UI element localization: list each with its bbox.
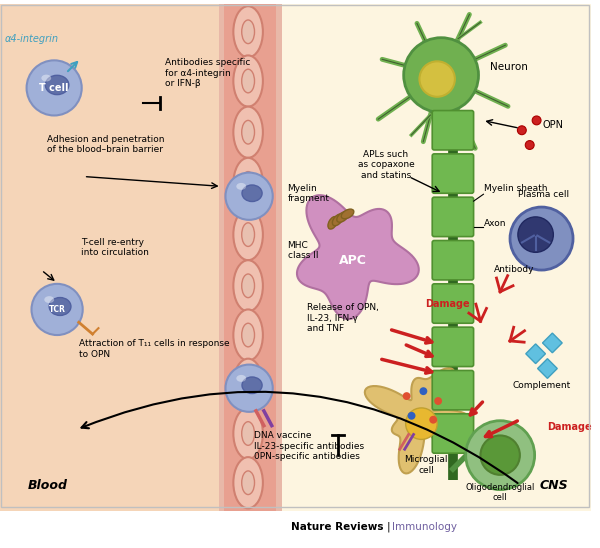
Circle shape — [532, 116, 541, 125]
Ellipse shape — [233, 359, 263, 410]
Ellipse shape — [233, 457, 263, 509]
FancyBboxPatch shape — [432, 370, 473, 410]
FancyBboxPatch shape — [281, 4, 591, 511]
FancyBboxPatch shape — [218, 4, 224, 511]
Circle shape — [404, 38, 479, 112]
Ellipse shape — [233, 310, 263, 361]
Ellipse shape — [41, 75, 51, 82]
Text: Oligodendroglial
cell: Oligodendroglial cell — [466, 483, 535, 503]
Circle shape — [419, 387, 427, 395]
Circle shape — [466, 421, 535, 489]
FancyBboxPatch shape — [432, 284, 473, 323]
Ellipse shape — [233, 260, 263, 311]
Ellipse shape — [233, 6, 263, 58]
Text: T-cell re-entry
into circulation: T-cell re-entry into circulation — [81, 238, 149, 258]
Ellipse shape — [242, 274, 254, 298]
Circle shape — [525, 141, 534, 150]
Text: Microglial
cell: Microglial cell — [404, 455, 448, 475]
Circle shape — [481, 436, 520, 475]
Text: α4-integrin: α4-integrin — [5, 33, 59, 44]
Ellipse shape — [233, 408, 263, 459]
FancyBboxPatch shape — [432, 414, 473, 453]
Ellipse shape — [242, 185, 262, 202]
Text: Antibodies specific
for α4-integrin
or IFN-β: Antibodies specific for α4-integrin or I… — [166, 59, 251, 88]
Text: Complement: Complement — [512, 381, 571, 390]
Circle shape — [518, 217, 553, 252]
Circle shape — [419, 61, 455, 97]
Text: Damage: Damage — [547, 421, 592, 432]
Ellipse shape — [44, 296, 54, 303]
Text: Axon: Axon — [484, 219, 507, 228]
Circle shape — [226, 364, 273, 412]
FancyBboxPatch shape — [432, 154, 473, 193]
Text: Adhesion and penetration
of the blood–brain barrier: Adhesion and penetration of the blood–br… — [47, 134, 165, 154]
Ellipse shape — [242, 223, 254, 247]
Ellipse shape — [233, 55, 263, 107]
Text: CNS: CNS — [539, 478, 568, 492]
Ellipse shape — [341, 209, 354, 219]
Ellipse shape — [49, 298, 71, 316]
Text: Neuron: Neuron — [490, 62, 528, 72]
Polygon shape — [297, 195, 419, 319]
Circle shape — [26, 60, 82, 116]
Ellipse shape — [242, 323, 254, 347]
Circle shape — [407, 412, 415, 420]
Circle shape — [226, 173, 273, 220]
Ellipse shape — [46, 75, 69, 95]
Text: APC: APC — [338, 254, 367, 267]
Ellipse shape — [236, 183, 246, 190]
Text: Immunology: Immunology — [392, 522, 457, 532]
Text: Blood: Blood — [28, 478, 68, 492]
Text: T cell: T cell — [40, 83, 69, 93]
Circle shape — [510, 207, 573, 270]
Circle shape — [406, 408, 437, 439]
FancyBboxPatch shape — [432, 241, 473, 280]
Text: |: | — [387, 522, 391, 533]
Ellipse shape — [236, 375, 246, 382]
Ellipse shape — [328, 216, 338, 229]
Ellipse shape — [332, 214, 343, 226]
Text: Myelin sheath: Myelin sheath — [484, 184, 548, 193]
Ellipse shape — [242, 172, 254, 195]
Ellipse shape — [233, 209, 263, 260]
Text: APLs such
as copaxone
and statins: APLs such as copaxone and statins — [358, 150, 415, 180]
Ellipse shape — [233, 107, 263, 158]
Text: Attraction of T₁₁ cells in response
to OPN: Attraction of T₁₁ cells in response to O… — [79, 339, 229, 359]
Text: MHC
class II: MHC class II — [287, 241, 318, 260]
Ellipse shape — [242, 471, 254, 494]
Text: OPN: OPN — [542, 120, 563, 130]
Polygon shape — [365, 368, 472, 473]
Circle shape — [429, 416, 437, 424]
Text: TCR: TCR — [49, 305, 65, 314]
Ellipse shape — [242, 20, 254, 44]
Text: Nature Reviews: Nature Reviews — [292, 522, 384, 532]
FancyBboxPatch shape — [432, 327, 473, 367]
FancyArrowPatch shape — [82, 392, 518, 483]
Ellipse shape — [242, 373, 254, 396]
Text: Myelin
fragment: Myelin fragment — [287, 184, 329, 203]
Text: DNA vaccine
IL-23-specific antibodies
0PN-specific antibodies: DNA vaccine IL-23-specific antibodies 0P… — [254, 431, 364, 461]
Text: Damage: Damage — [425, 299, 470, 310]
FancyBboxPatch shape — [0, 4, 221, 511]
Circle shape — [517, 126, 526, 135]
Ellipse shape — [337, 212, 349, 222]
FancyBboxPatch shape — [275, 4, 281, 511]
Ellipse shape — [242, 121, 254, 144]
Circle shape — [32, 284, 83, 335]
Text: Release of OPN,
IL-23, IFN-γ
and TNF: Release of OPN, IL-23, IFN-γ and TNF — [307, 303, 379, 333]
FancyBboxPatch shape — [432, 197, 473, 237]
FancyBboxPatch shape — [221, 4, 281, 511]
Circle shape — [434, 397, 442, 405]
Ellipse shape — [242, 422, 254, 446]
Ellipse shape — [242, 377, 262, 393]
Circle shape — [403, 392, 410, 400]
Ellipse shape — [242, 69, 254, 93]
Ellipse shape — [233, 158, 263, 209]
Text: Plasma cell: Plasma cell — [518, 190, 569, 199]
Text: Antibody: Antibody — [494, 265, 535, 274]
FancyBboxPatch shape — [432, 111, 473, 150]
